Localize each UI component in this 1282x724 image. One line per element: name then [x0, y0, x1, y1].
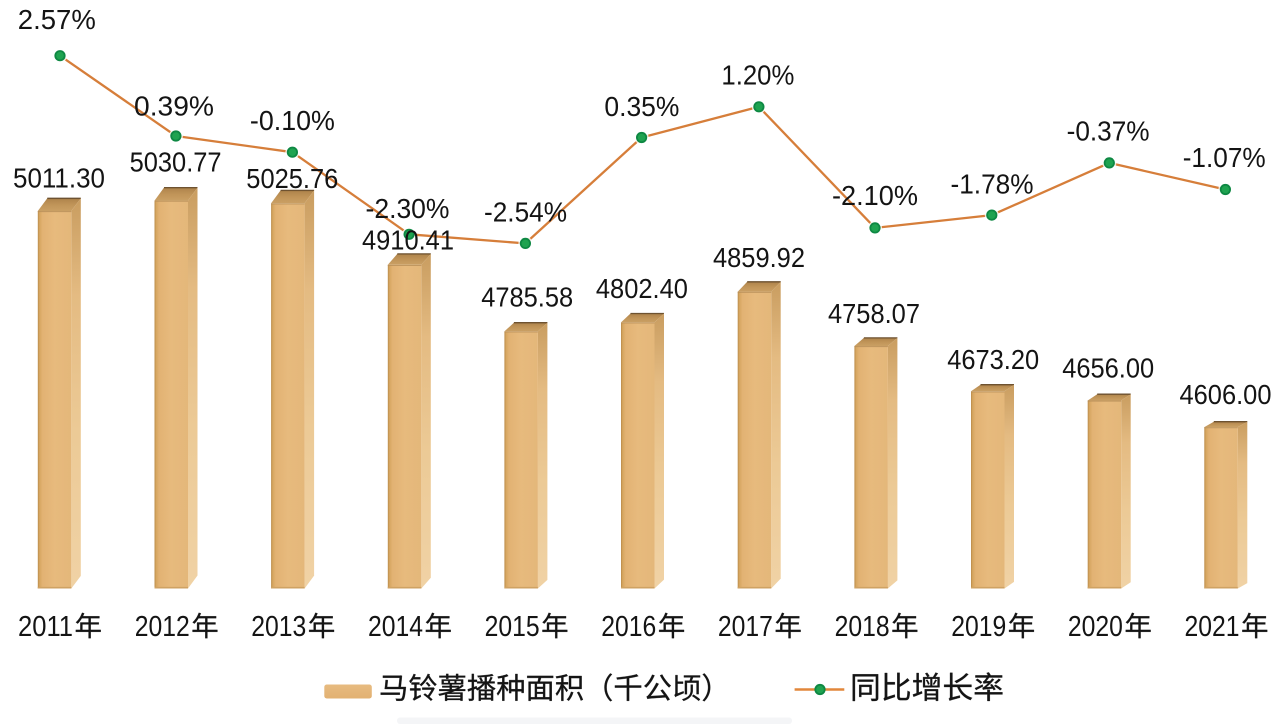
svg-text:4785.58: 4785.58	[481, 281, 573, 312]
svg-text:5025.76: 5025.76	[246, 163, 338, 194]
svg-text:-0.37%: -0.37%	[1067, 116, 1150, 147]
svg-text:2015: 2015	[485, 611, 540, 643]
svg-text:0.39%: 0.39%	[134, 90, 214, 121]
svg-text:-2.30%: -2.30%	[366, 193, 450, 224]
svg-text:2017: 2017	[718, 611, 773, 643]
svg-text:2013: 2013	[251, 611, 306, 643]
svg-text:-1.07%: -1.07%	[1183, 142, 1266, 173]
svg-text:4656.00: 4656.00	[1062, 353, 1154, 384]
svg-text:2019: 2019	[951, 611, 1006, 643]
svg-text:-2.10%: -2.10%	[832, 180, 918, 211]
svg-text:5030.77: 5030.77	[130, 147, 222, 178]
svg-text:4673.20: 4673.20	[947, 344, 1039, 375]
svg-text:2011: 2011	[18, 611, 73, 643]
svg-text:4606.00: 4606.00	[1180, 379, 1272, 410]
svg-text:2014: 2014	[368, 611, 423, 643]
svg-text:2018: 2018	[835, 611, 890, 643]
svg-text:1.20%: 1.20%	[721, 60, 794, 91]
svg-text:4758.07: 4758.07	[828, 298, 920, 329]
svg-text:2016: 2016	[601, 611, 656, 643]
svg-text:-1.78%: -1.78%	[951, 169, 1034, 200]
svg-text:2020: 2020	[1068, 611, 1123, 643]
svg-text:0.35%: 0.35%	[604, 91, 679, 122]
svg-text:4910.41: 4910.41	[362, 225, 454, 256]
svg-text:4859.92: 4859.92	[713, 242, 805, 273]
svg-text:2.57%: 2.57%	[18, 4, 96, 35]
svg-text:-0.10%: -0.10%	[250, 105, 335, 136]
svg-text:2012: 2012	[135, 611, 190, 643]
svg-text:4802.40: 4802.40	[596, 273, 688, 304]
svg-text:-2.54%: -2.54%	[484, 196, 567, 227]
svg-text:5011.30: 5011.30	[13, 163, 105, 194]
svg-text:2021: 2021	[1185, 611, 1240, 643]
